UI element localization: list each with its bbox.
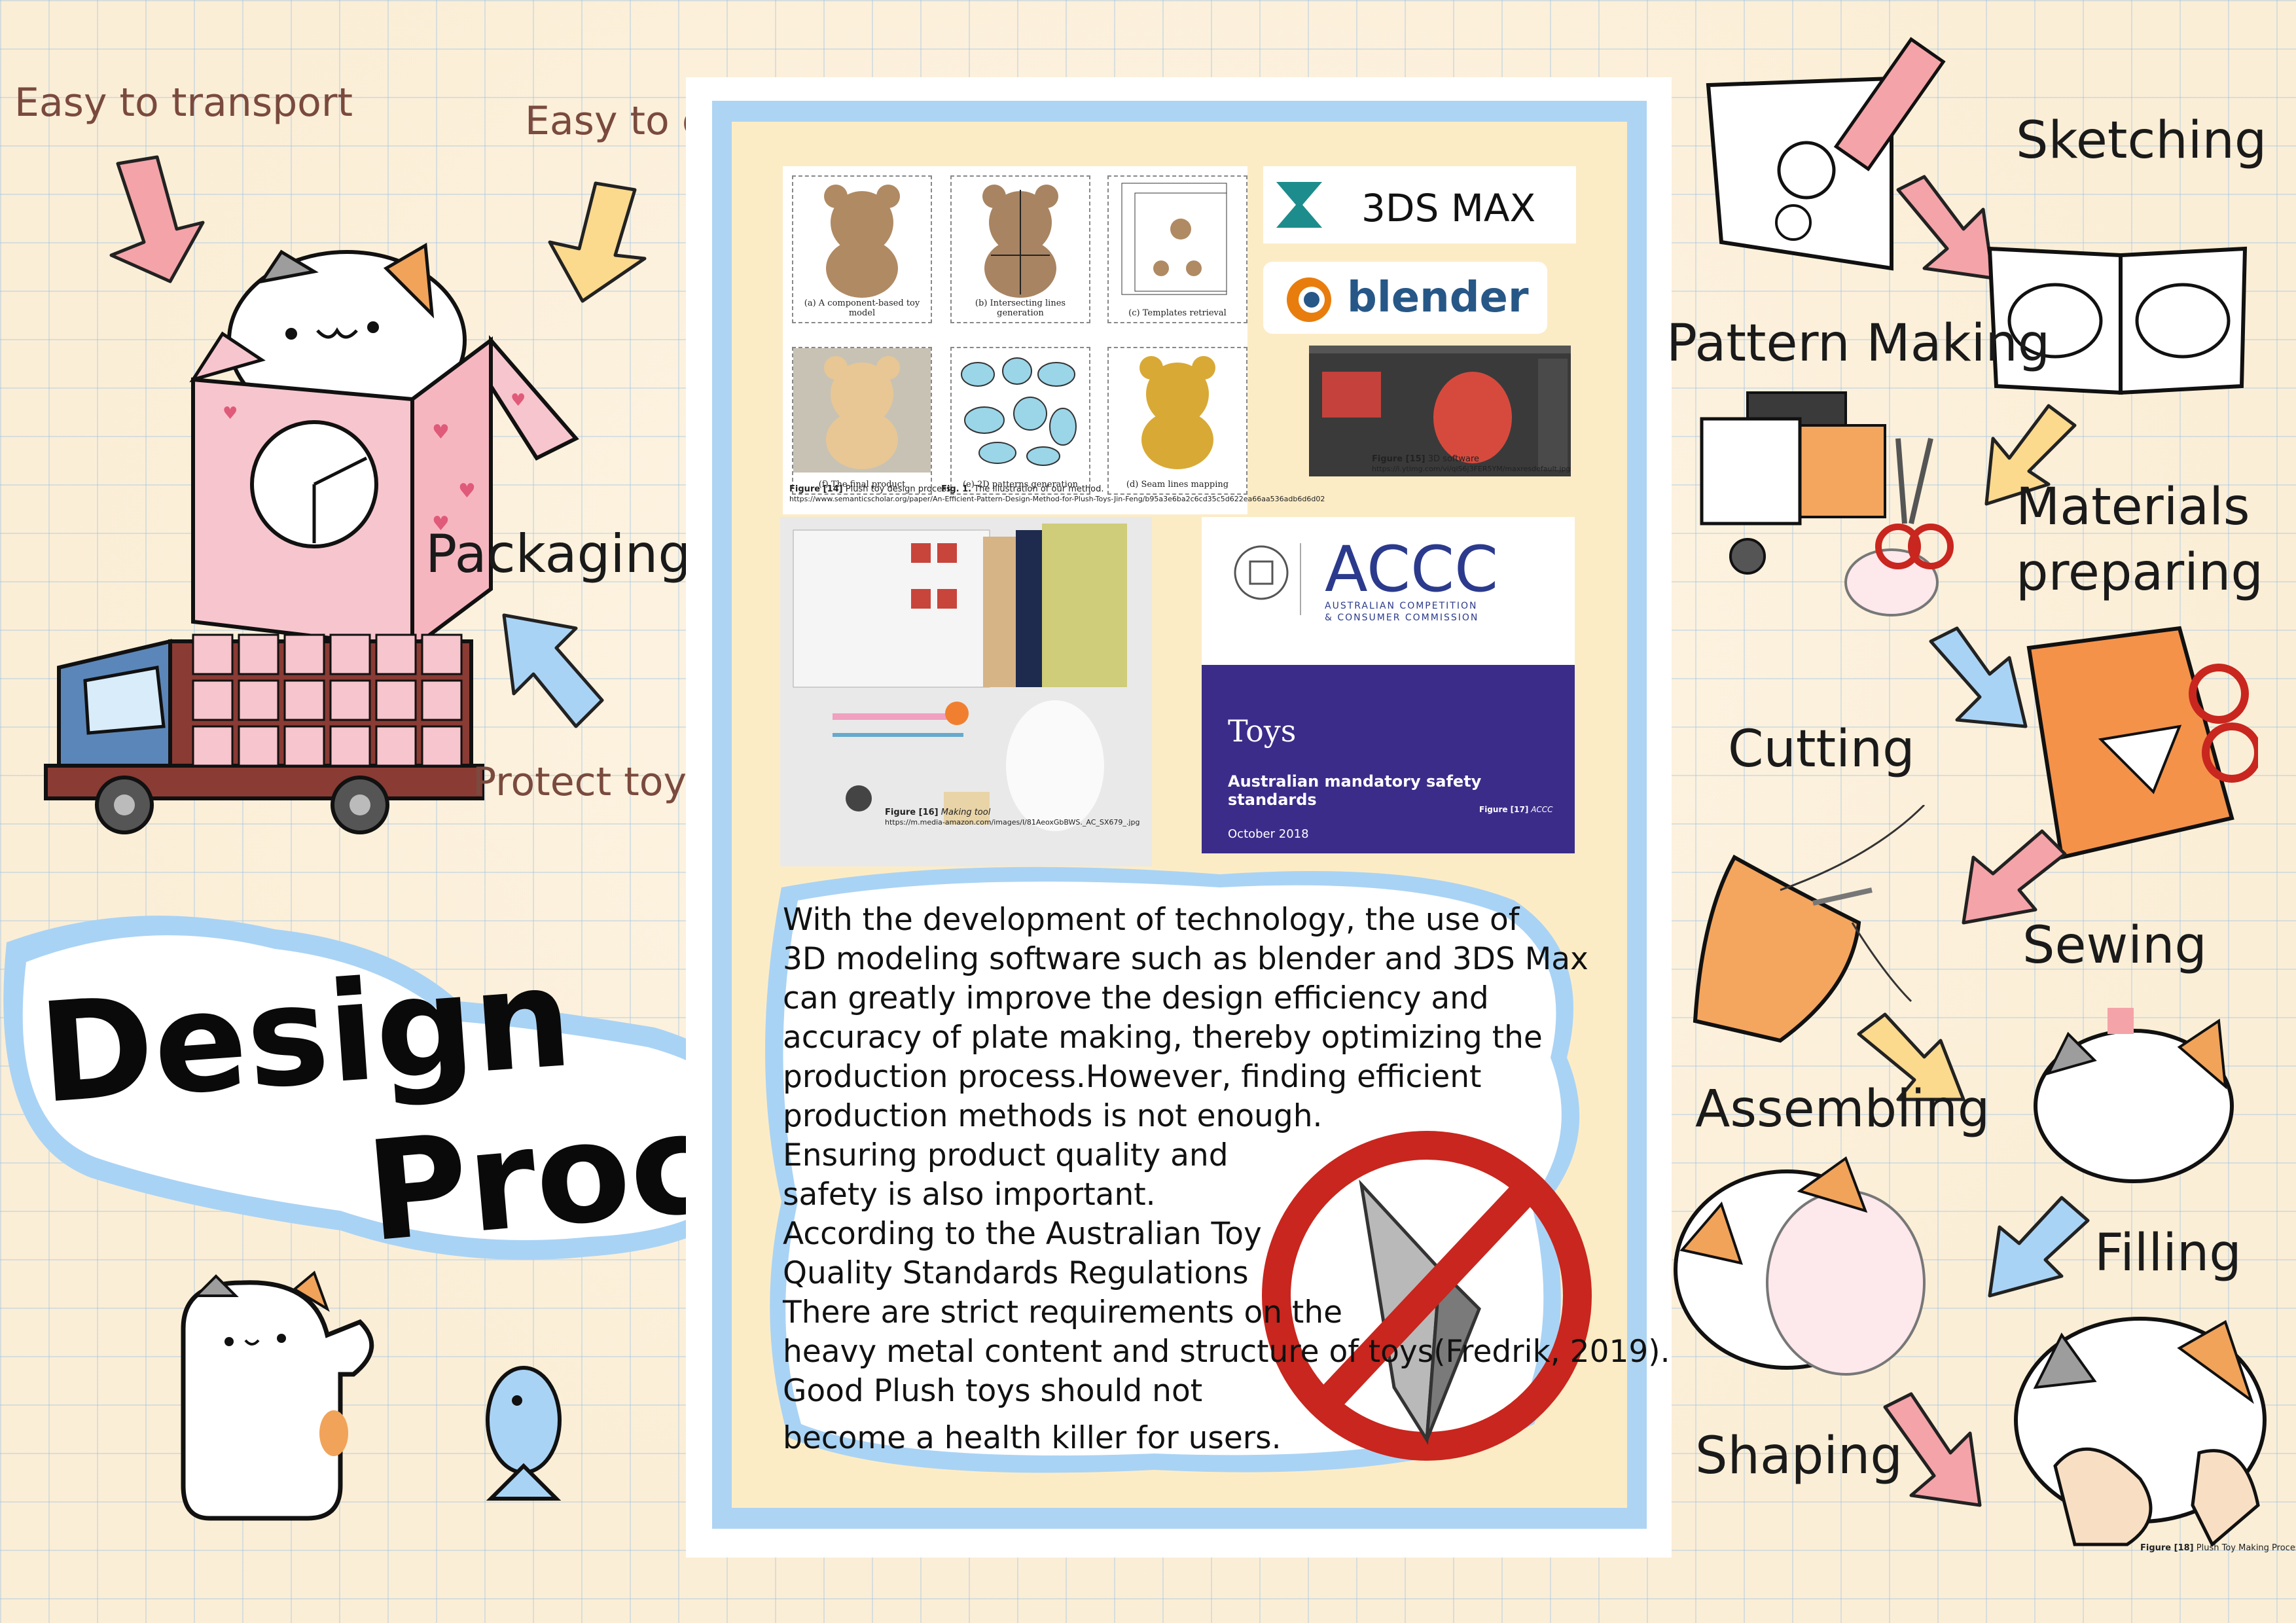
figure-1-caption: Fig. 1. The illustration of our method. [941,484,1104,494]
figure-17-accc-cover: ACCC AUSTRALIAN COMPETITION & CONSUMER C… [1202,517,1575,853]
seam-lines-image [1139,356,1215,469]
figure-14-caption: Figure [14] Plush toy design process [789,484,951,494]
body-text-line: safety is also important. [783,1177,1156,1213]
templates-image [1121,183,1227,295]
body-text-line: become a health killer for users. [783,1420,1282,1456]
svg-text:♥: ♥ [458,480,476,503]
panel-caption-e: (e) 2D patterns generation [962,480,1079,490]
arrow-pink-icon [1883,1392,1982,1507]
panel-caption-c: (c) Templates retrieval [1128,308,1227,318]
teddy-bear-image [824,185,900,298]
shaping-cat-illustration [2014,1317,2267,1547]
packaging-label: Packaging [425,524,692,584]
figure-15-url: https://i.ytimg.com/vi/qiS6j3FER5YM/maxr… [1372,465,1571,473]
waving-cat-illustration [181,1270,374,1521]
3ds-max-text: 3DS MAX [1361,186,1536,230]
figure-16-url: https://m.media-amazon.com/images/I/81Ae… [885,818,1140,827]
body-text-line: production process.However, finding effi… [783,1059,1482,1095]
figure-16-caption: Figure [16] Making tool [885,808,991,817]
body-text-line: According to the Australian Toy [783,1216,1262,1252]
accc-subtitle-1: AUSTRALIAN COMPETITION [1325,601,1478,611]
arrow-down-pink-icon [109,155,205,283]
svg-text:♥: ♥ [432,421,450,444]
body-text-line: production methods is not enough. [783,1098,1323,1134]
3d-software-screenshot [1309,346,1571,476]
patterns-image [961,357,1077,466]
scissors-icon [1875,438,1954,569]
pattern-paper-illustration [1987,246,2248,395]
blender-text: blender [1347,274,1529,322]
truck-illustration [44,633,484,834]
sewing-materials-photo [793,524,1127,831]
teddy-bear-image [982,185,1058,298]
arrow-up-blue-icon [502,613,604,728]
sketch-paper-illustration [1706,37,1946,271]
fish-icon [486,1366,562,1501]
arrow-pink-icon [1962,829,2067,925]
accc-toys-title: Toys [1228,713,1297,749]
arrow-blue-icon [1988,1196,2090,1298]
step-filling-label: Filling [2094,1224,2242,1283]
arrow-yellow-icon [1857,1012,1965,1101]
cat-filling-illustration [1674,1156,1926,1376]
panel-caption-b: (b) Intersecting lines generation [975,298,1066,318]
body-text-line: Ensuring product quality and [783,1137,1229,1173]
panel-caption-a: (a) A component-based toy model [804,298,920,318]
body-text-line: can greatly improve the design efficienc… [783,980,1489,1016]
step-sewing-label: Sewing [2022,916,2207,975]
panel-caption-d: (d) Seam lines mapping [1126,480,1229,490]
figure-18-caption: Figure [18] Plush Toy Making Process [2140,1543,2296,1553]
arrow-pink-icon [1896,175,1995,280]
step-pattern-making-label: Pattern Making [1666,314,2051,373]
cat-in-box-illustration: ♥ ♥ ♥ ♥ ♥ [189,242,579,652]
figure-14-url: https://www.semanticscholar.org/paper/An… [789,495,1325,503]
accc-date: October 2018 [1228,827,1309,841]
svg-text:♥: ♥ [432,512,450,535]
svg-text:♥: ♥ [511,391,526,410]
final-product-image [793,348,931,473]
step-cutting-label: Cutting [1728,720,1915,779]
figure-15-caption: Figure [15] 3D software [1372,454,1480,464]
body-text-line: heavy metal content and structure of toy… [783,1334,1670,1370]
body-text-line: 3D modeling software such as blender and… [783,941,1588,977]
accc-cover-band [1202,665,1575,853]
step-sketching-label: Sketching [2016,111,2267,170]
body-text-line: With the development of technology, the … [783,902,1520,938]
body-text-line: There are strict requirements on the [783,1294,1343,1330]
body-text-line: accuracy of plate making, thereby optimi… [783,1020,1543,1056]
figure-17-caption: Figure [17] ACCC [1479,805,1553,814]
accc-subtitle-2: & CONSUMER COMMISSION [1325,613,1479,623]
svg-text:♥: ♥ [223,404,238,423]
step-assembling-label: Assembling [1695,1080,1990,1139]
body-text-line: Quality Standards Regulations [783,1255,1249,1291]
accc-logo-text: ACCC [1325,533,1499,606]
text-cloud-background [765,866,1580,1473]
cutting-fabric-illustration [2026,626,2258,860]
figure-16-making-tools: Figure [16] Making tool https://m.media-… [780,517,1152,866]
title-cloud-background [3,916,772,1260]
step-materials-label-1: Materials [2016,478,2250,537]
3d-viewport-image [1309,346,1571,470]
coat-of-arms-icon [1234,545,1289,600]
step-shaping-label: Shaping [1695,1427,1903,1486]
blender-logo: blender [1263,262,1547,334]
3ds-max-icon [1276,182,1322,228]
step-materials-label-2: preparing [2016,543,2263,602]
cat-head-assembling-illustration [2034,1008,2234,1183]
protect-toys-label: Protect toys [473,759,708,805]
easy-to-transport-label: Easy to transport [14,80,353,126]
prohibited-sign-icon [1262,1131,1592,1461]
fabric-materials-illustration [1700,391,1939,616]
divider [1300,543,1301,615]
figure-14-toy-design-process: (a) A component-based toy model (b) Inte… [783,166,1247,514]
blender-icon [1287,277,1331,322]
arrow-down-yellow-icon [548,181,647,303]
accc-standards-subtitle: Australian mandatory safety standards [1228,772,1482,809]
sewing-illustration [1693,805,1926,1043]
panel-caption-f: (f) The final product [818,480,906,490]
arrow-blue-icon [1929,626,2028,728]
arrow-yellow-icon [1984,404,2077,506]
body-text-line: Good Plush toys should not [783,1373,1203,1409]
3ds-max-logo: 3DS MAX [1263,166,1576,243]
